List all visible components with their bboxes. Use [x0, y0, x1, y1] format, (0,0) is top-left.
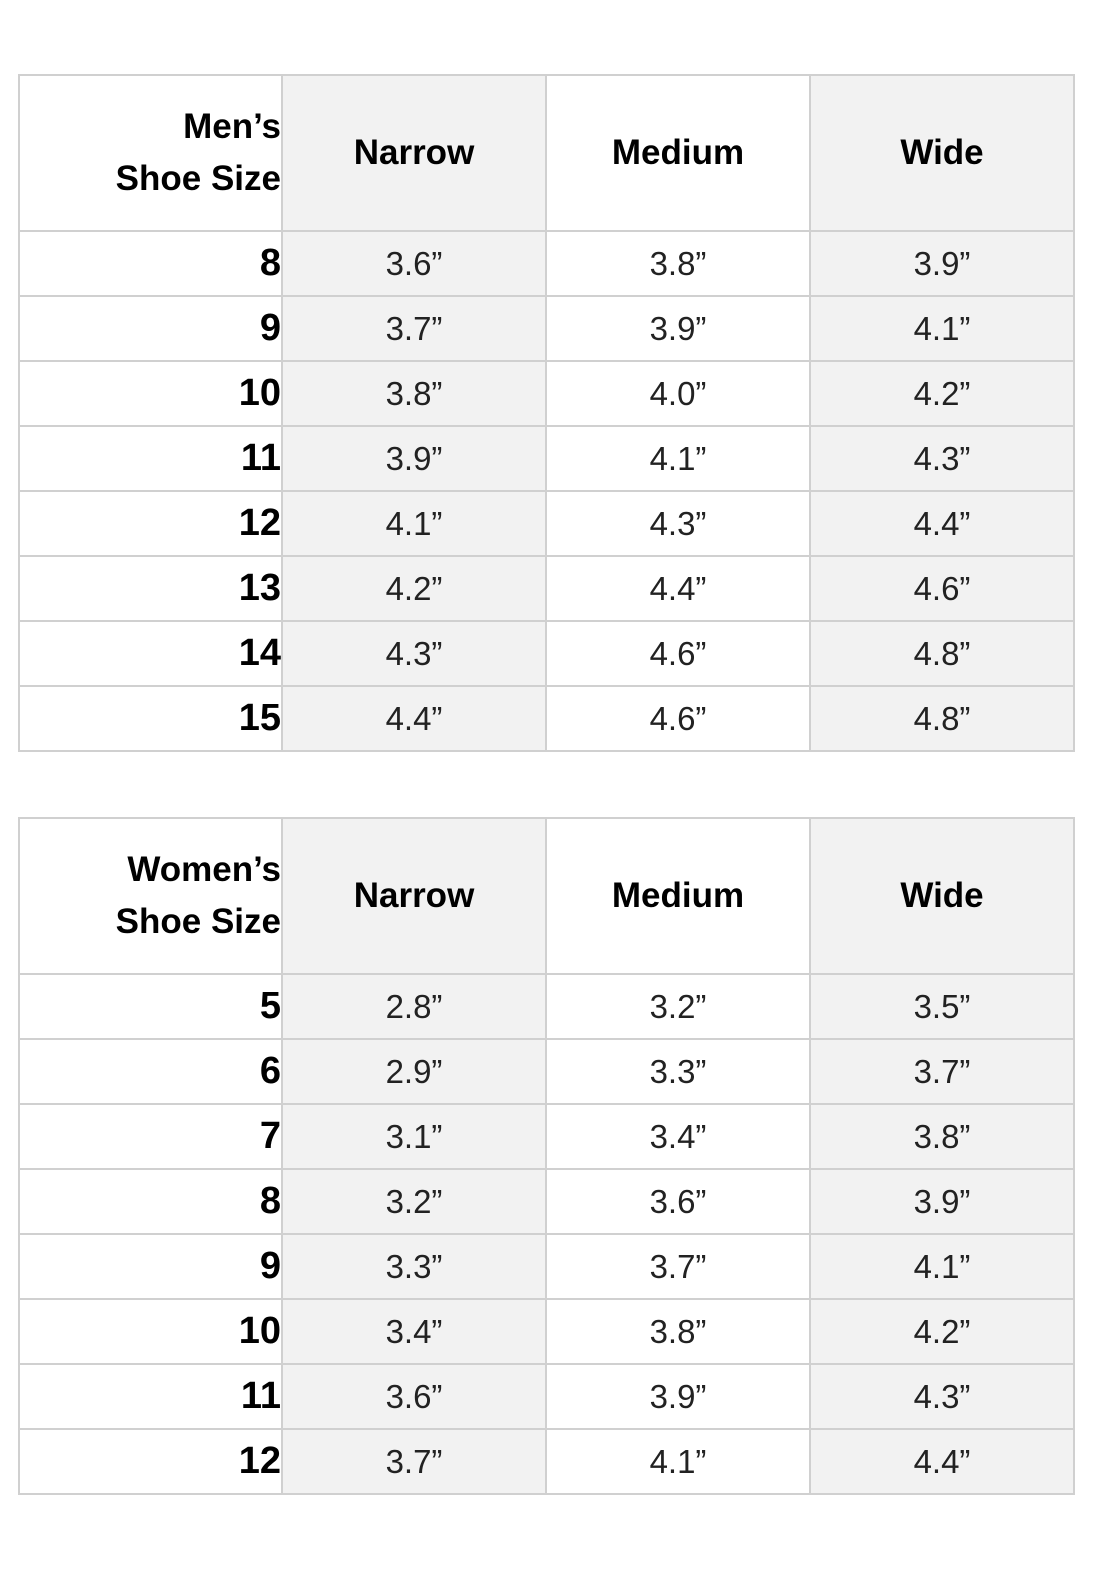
size-cell: 6	[18, 1038, 283, 1105]
wide-column-header: Wide	[809, 817, 1075, 975]
medium-cell: 3.8”	[545, 230, 811, 297]
medium-cell: 3.9”	[545, 1363, 811, 1430]
table-row: 10 3.4” 3.8” 4.2”	[18, 1298, 1075, 1365]
narrow-cell: 2.9”	[281, 1038, 547, 1105]
narrow-column-header: Narrow	[281, 74, 547, 232]
table-row: 13 4.2” 4.4” 4.6”	[18, 555, 1075, 622]
table-row: 12 4.1” 4.3” 4.4”	[18, 490, 1075, 557]
narrow-cell: 3.4”	[281, 1298, 547, 1365]
narrow-cell: 4.2”	[281, 555, 547, 622]
wide-cell: 4.6”	[809, 555, 1075, 622]
medium-column-header: Medium	[545, 74, 811, 232]
header-line: Women’s	[127, 850, 281, 889]
medium-cell: 4.6”	[545, 620, 811, 687]
size-cell: 9	[18, 295, 283, 362]
narrow-cell: 3.6”	[281, 1363, 547, 1430]
narrow-cell: 3.2”	[281, 1168, 547, 1235]
wide-cell: 4.2”	[809, 360, 1075, 427]
wide-cell: 4.8”	[809, 620, 1075, 687]
size-cell: 14	[18, 620, 283, 687]
wide-cell: 3.7”	[809, 1038, 1075, 1105]
medium-column-header: Medium	[545, 817, 811, 975]
mens-size-table: Men’s Shoe Size Narrow Medium Wide 8 3.6” 3…	[18, 74, 1075, 752]
header-row: Women’s Shoe Size Narrow Medium Wide	[18, 817, 1075, 975]
size-column-header: Men’s Shoe Size	[18, 74, 283, 232]
medium-cell: 3.3”	[545, 1038, 811, 1105]
table-row: 12 3.7” 4.1” 4.4”	[18, 1428, 1075, 1495]
size-cell: 7	[18, 1103, 283, 1170]
size-cell: 5	[18, 973, 283, 1040]
table-row: 10 3.8” 4.0” 4.2”	[18, 360, 1075, 427]
size-cell: 11	[18, 1363, 283, 1430]
size-cell: 13	[18, 555, 283, 622]
wide-cell: 4.3”	[809, 1363, 1075, 1430]
table-row: 8 3.6” 3.8” 3.9”	[18, 230, 1075, 297]
table-row: 11 3.6” 3.9” 4.3”	[18, 1363, 1075, 1430]
medium-cell: 3.9”	[545, 295, 811, 362]
table-row: 7 3.1” 3.4” 3.8”	[18, 1103, 1075, 1170]
medium-cell: 4.1”	[545, 1428, 811, 1495]
medium-cell: 3.7”	[545, 1233, 811, 1300]
medium-cell: 4.4”	[545, 555, 811, 622]
narrow-cell: 3.1”	[281, 1103, 547, 1170]
medium-cell: 4.1”	[545, 425, 811, 492]
narrow-cell: 3.9”	[281, 425, 547, 492]
size-cell: 11	[18, 425, 283, 492]
size-cell: 10	[18, 1298, 283, 1365]
wide-cell: 4.2”	[809, 1298, 1075, 1365]
wide-cell: 3.8”	[809, 1103, 1075, 1170]
medium-cell: 4.6”	[545, 685, 811, 752]
medium-cell: 4.0”	[545, 360, 811, 427]
wide-cell: 4.4”	[809, 1428, 1075, 1495]
medium-cell: 3.4”	[545, 1103, 811, 1170]
table-row: 9 3.3” 3.7” 4.1”	[18, 1233, 1075, 1300]
wide-cell: 4.4”	[809, 490, 1075, 557]
narrow-cell: 3.6”	[281, 230, 547, 297]
wide-cell: 4.3”	[809, 425, 1075, 492]
medium-cell: 3.2”	[545, 973, 811, 1040]
narrow-cell: 3.7”	[281, 295, 547, 362]
wide-column-header: Wide	[809, 74, 1075, 232]
narrow-cell: 4.4”	[281, 685, 547, 752]
table-row: 9 3.7” 3.9” 4.1”	[18, 295, 1075, 362]
size-cell: 10	[18, 360, 283, 427]
medium-cell: 4.3”	[545, 490, 811, 557]
wide-cell: 3.9”	[809, 230, 1075, 297]
wide-cell: 4.1”	[809, 1233, 1075, 1300]
narrow-cell: 2.8”	[281, 973, 547, 1040]
table-row: 6 2.9” 3.3” 3.7”	[18, 1038, 1075, 1105]
size-cell: 12	[18, 490, 283, 557]
narrow-cell: 3.8”	[281, 360, 547, 427]
size-cell: 8	[18, 1168, 283, 1235]
medium-cell: 3.6”	[545, 1168, 811, 1235]
wide-cell: 4.8”	[809, 685, 1075, 752]
size-cell: 12	[18, 1428, 283, 1495]
size-cell: 15	[18, 685, 283, 752]
table-row: 5 2.8” 3.2” 3.5”	[18, 973, 1075, 1040]
table-row: 14 4.3” 4.6” 4.8”	[18, 620, 1075, 687]
table-row: 11 3.9” 4.1” 4.3”	[18, 425, 1075, 492]
table-row: 8 3.2” 3.6” 3.9”	[18, 1168, 1075, 1235]
narrow-cell: 4.1”	[281, 490, 547, 557]
narrow-cell: 3.3”	[281, 1233, 547, 1300]
narrow-cell: 4.3”	[281, 620, 547, 687]
narrow-cell: 3.7”	[281, 1428, 547, 1495]
header-line: Shoe Size	[115, 159, 281, 198]
size-cell: 8	[18, 230, 283, 297]
medium-cell: 3.8”	[545, 1298, 811, 1365]
wide-cell: 4.1”	[809, 295, 1075, 362]
size-cell: 9	[18, 1233, 283, 1300]
wide-cell: 3.5”	[809, 973, 1075, 1040]
header-line: Men’s	[183, 107, 281, 146]
size-column-header: Women’s Shoe Size	[18, 817, 283, 975]
header-line: Shoe Size	[115, 902, 281, 941]
table-row: 15 4.4” 4.6” 4.8”	[18, 685, 1075, 752]
womens-size-table: Women’s Shoe Size Narrow Medium Wide 5 2.8…	[18, 817, 1075, 1495]
wide-cell: 3.9”	[809, 1168, 1075, 1235]
narrow-column-header: Narrow	[281, 817, 547, 975]
header-row: Men’s Shoe Size Narrow Medium Wide	[18, 74, 1075, 232]
